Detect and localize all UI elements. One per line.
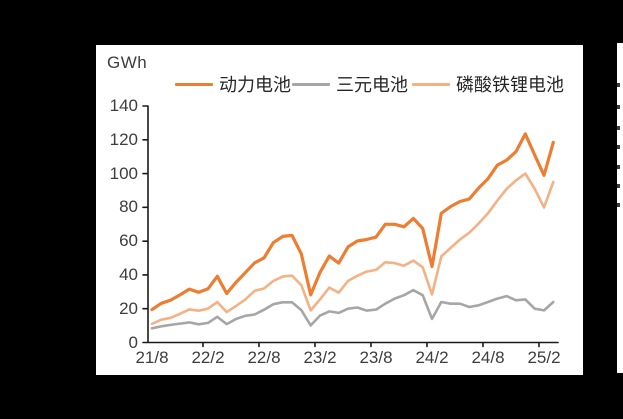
legend-item-lfp-battery: 磷酸铁锂电池 bbox=[412, 73, 564, 95]
chart-panel: GWh 动力电池 三元电池 磷酸铁锂电池 140 120 100 80 60 40 20 0 … bbox=[96, 45, 583, 375]
y-axis-unit-label: GWh bbox=[107, 53, 148, 72]
y-tick-label: 80 bbox=[119, 197, 138, 217]
series-line-2 bbox=[150, 172, 555, 326]
cropped-adjacent-panel bbox=[617, 43, 623, 373]
x-tick-label: 23/8 bbox=[359, 348, 393, 367]
cropped-text-fragment bbox=[617, 126, 620, 130]
legend-label: 三元电池 bbox=[336, 75, 408, 95]
y-tick-label: 40 bbox=[119, 264, 138, 284]
legend-item-power-battery: 动力电池 bbox=[175, 73, 291, 95]
x-tick-label: 21/8 bbox=[135, 348, 169, 367]
cropped-text-fragment bbox=[617, 145, 620, 149]
plot-area bbox=[142, 105, 559, 348]
x-tick-label: 23/2 bbox=[303, 348, 337, 367]
cropped-text-fragment bbox=[617, 165, 620, 169]
x-tick-label: 25/2 bbox=[527, 348, 561, 367]
y-tick-label: 100 bbox=[109, 163, 138, 183]
y-tick-label: 0 bbox=[128, 332, 138, 352]
y-tick-label: 140 bbox=[109, 96, 138, 115]
axes bbox=[142, 105, 559, 348]
legend-item-ternary-battery: 三元电池 bbox=[292, 73, 408, 95]
legend-line-swatch-orange bbox=[175, 82, 213, 86]
legend-label: 动力电池 bbox=[219, 75, 291, 95]
cropped-text-fragment bbox=[617, 184, 620, 188]
legend-line-swatch-gray bbox=[292, 82, 330, 86]
y-tick-label: 20 bbox=[119, 298, 138, 318]
x-tick-label: 24/2 bbox=[415, 348, 449, 367]
x-tick-label: 22/2 bbox=[191, 348, 225, 367]
cropped-text-fragment bbox=[617, 203, 620, 207]
cropped-text-fragment bbox=[617, 105, 620, 109]
y-tick-label: 120 bbox=[109, 129, 138, 149]
x-tick-label: 22/8 bbox=[247, 348, 281, 367]
series-line-0 bbox=[150, 132, 555, 312]
cropped-text-fragment bbox=[617, 83, 620, 87]
x-tick-label: 24/8 bbox=[471, 348, 505, 367]
chart-legend: 动力电池 三元电池 磷酸铁锂电池 bbox=[96, 73, 583, 95]
series-line-1 bbox=[150, 288, 555, 330]
legend-line-swatch-light-orange bbox=[412, 82, 450, 86]
legend-label: 磷酸铁锂电池 bbox=[456, 75, 564, 95]
y-tick-label: 60 bbox=[119, 231, 138, 251]
